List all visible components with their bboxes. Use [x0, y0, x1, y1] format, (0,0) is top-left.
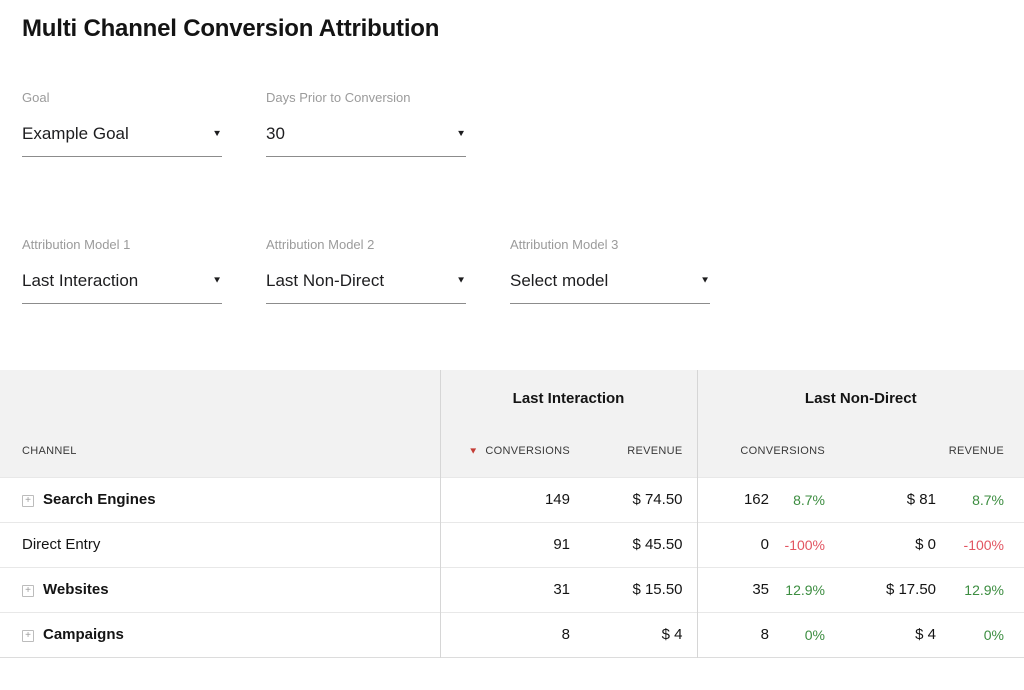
- days-prior-dropdown-label: Days Prior to Conversion: [266, 90, 466, 106]
- model2-revenue-delta: 0%: [936, 627, 1004, 643]
- model2-conversions-delta: 12.9%: [769, 582, 825, 598]
- model1-conversions-value: 31: [440, 567, 570, 612]
- attribution-model-1-label: Attribution Model 1: [22, 237, 222, 253]
- channel-label: Websites: [43, 581, 109, 598]
- model2-revenue-value: $ 81: [907, 491, 936, 508]
- table-row-websites: +Websites 31 $ 15.50 3512.9% $ 17.5012.9…: [0, 567, 1024, 612]
- chevron-down-icon: ▼: [456, 129, 466, 139]
- channel-label: Direct Entry: [22, 536, 100, 553]
- table-group-header-row: Last Interaction Last Non-Direct: [0, 370, 1024, 426]
- filters-row-2: Attribution Model 1 Last Interaction ▼ A…: [0, 237, 1024, 304]
- expand-icon[interactable]: +: [22, 630, 34, 642]
- attribution-model-3-control[interactable]: Select model ▼: [510, 270, 710, 304]
- multi-channel-attribution-page: Multi Channel Conversion Attribution Goa…: [0, 0, 1024, 690]
- model2-conversions-cell: 3512.9%: [697, 567, 825, 612]
- channel-label: Campaigns: [43, 626, 124, 643]
- model2-revenue-value: $ 4: [915, 626, 936, 643]
- goal-dropdown-control[interactable]: Example Goal ▼: [22, 123, 222, 157]
- days-prior-dropdown-value: 30: [266, 123, 285, 144]
- column-header-conversions-model1[interactable]: ▼ CONVERSIONS: [440, 426, 570, 477]
- model2-conversions-value: 0: [761, 536, 769, 553]
- channel-cell: + Search Engines: [0, 477, 440, 522]
- channel-cell: + Websites: [0, 567, 440, 612]
- model1-revenue-value: $ 4: [570, 612, 697, 657]
- attribution-model-2-value: Last Non-Direct: [266, 270, 384, 291]
- group-header-spacer: [0, 370, 440, 426]
- column-header-revenue-model1[interactable]: REVENUE: [570, 426, 697, 477]
- chevron-down-icon: ▼: [212, 276, 222, 286]
- table-row-direct-entry: +Direct Entry 91 $ 45.50 0-100% $ 0-100%: [0, 522, 1024, 567]
- model2-revenue-cell: $ 818.7%: [825, 477, 1024, 522]
- column-header-conversions-model1-label: CONVERSIONS: [485, 445, 570, 457]
- attribution-model-1-dropdown[interactable]: Attribution Model 1 Last Interaction ▼: [22, 237, 222, 304]
- expand-icon[interactable]: +: [22, 495, 34, 507]
- attribution-model-1-value: Last Interaction: [22, 270, 138, 291]
- goal-dropdown-label: Goal: [22, 90, 222, 106]
- model1-conversions-value: 91: [440, 522, 570, 567]
- model2-revenue-value: $ 17.50: [886, 581, 936, 598]
- column-header-channel: CHANNEL: [0, 426, 440, 477]
- table-row-search-engines: +Search Engines 149 $ 74.50 1628.7% $ 81…: [0, 477, 1024, 522]
- channel-label: Search Engines: [43, 491, 156, 508]
- filters-row-1: Goal Example Goal ▼ Days Prior to Conver…: [0, 90, 1024, 157]
- table-column-header-row: CHANNEL ▼ CONVERSIONS REVENUE CONVERSIONS…: [0, 426, 1024, 477]
- attribution-model-2-dropdown[interactable]: Attribution Model 2 Last Non-Direct ▼: [266, 237, 466, 304]
- channel-cell: + Campaigns: [0, 612, 440, 657]
- attribution-model-3-value: Select model: [510, 270, 608, 291]
- model2-revenue-value: $ 0: [915, 536, 936, 553]
- model2-conversions-cell: 80%: [697, 612, 825, 657]
- model1-revenue-value: $ 45.50: [570, 522, 697, 567]
- attribution-model-2-label: Attribution Model 2: [266, 237, 466, 253]
- channel-cell: +Direct Entry: [0, 522, 440, 567]
- attribution-table: Last Interaction Last Non-Direct CHANNEL…: [0, 370, 1024, 658]
- goal-dropdown-value: Example Goal: [22, 123, 129, 144]
- model2-revenue-delta: 12.9%: [936, 582, 1004, 598]
- model1-revenue-value: $ 74.50: [570, 477, 697, 522]
- expand-icon[interactable]: +: [22, 585, 34, 597]
- model2-conversions-delta: -100%: [769, 537, 825, 553]
- model2-conversions-cell: 1628.7%: [697, 477, 825, 522]
- column-header-conversions-model2[interactable]: CONVERSIONS: [697, 426, 825, 477]
- model2-conversions-cell: 0-100%: [697, 522, 825, 567]
- chevron-down-icon: ▼: [456, 276, 466, 286]
- model2-conversions-value: 162: [744, 491, 769, 508]
- model2-conversions-delta: 0%: [769, 627, 825, 643]
- model2-revenue-cell: $ 17.5012.9%: [825, 567, 1024, 612]
- model1-conversions-value: 8: [440, 612, 570, 657]
- attribution-model-3-label: Attribution Model 3: [510, 237, 710, 253]
- group-header-last-interaction: Last Interaction: [440, 370, 697, 426]
- model2-conversions-value: 8: [761, 626, 769, 643]
- sort-desc-icon[interactable]: ▼: [468, 447, 478, 457]
- column-header-revenue-model2[interactable]: REVENUE: [825, 426, 1024, 477]
- model2-conversions-value: 35: [752, 581, 769, 598]
- attribution-model-1-control[interactable]: Last Interaction ▼: [22, 270, 222, 304]
- model2-revenue-cell: $ 0-100%: [825, 522, 1024, 567]
- chevron-down-icon: ▼: [700, 276, 710, 286]
- goal-dropdown[interactable]: Goal Example Goal ▼: [22, 90, 222, 157]
- model2-conversions-delta: 8.7%: [769, 492, 825, 508]
- model2-revenue-delta: -100%: [936, 537, 1004, 553]
- page-title: Multi Channel Conversion Attribution: [22, 14, 1002, 44]
- group-header-last-non-direct: Last Non-Direct: [697, 370, 1024, 426]
- model2-revenue-delta: 8.7%: [936, 492, 1004, 508]
- model2-revenue-cell: $ 40%: [825, 612, 1024, 657]
- model1-conversions-value: 149: [440, 477, 570, 522]
- attribution-model-2-control[interactable]: Last Non-Direct ▼: [266, 270, 466, 304]
- attribution-model-3-dropdown[interactable]: Attribution Model 3 Select model ▼: [510, 237, 710, 304]
- days-prior-dropdown[interactable]: Days Prior to Conversion 30 ▼: [266, 90, 466, 157]
- model1-revenue-value: $ 15.50: [570, 567, 697, 612]
- chevron-down-icon: ▼: [212, 129, 222, 139]
- days-prior-dropdown-control[interactable]: 30 ▼: [266, 123, 466, 157]
- table-row-campaigns: +Campaigns 8 $ 4 80% $ 40%: [0, 612, 1024, 657]
